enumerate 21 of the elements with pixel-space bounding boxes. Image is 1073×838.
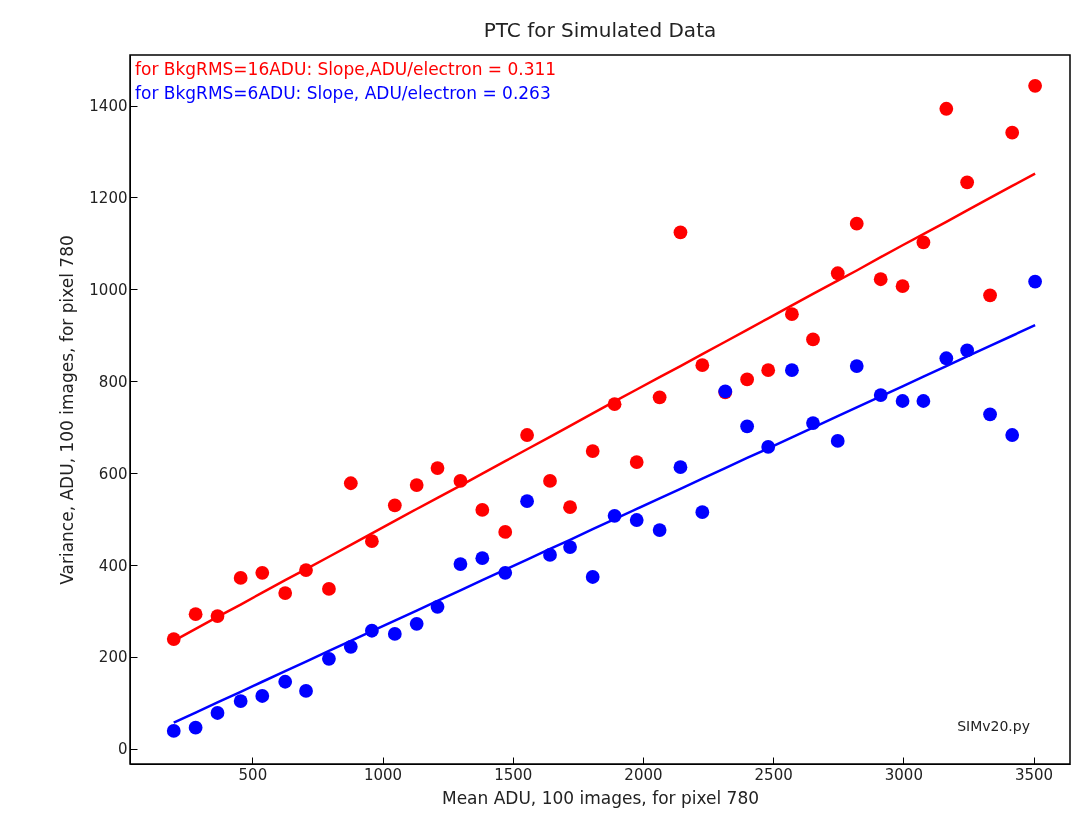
- x-axis-title: Mean ADU, 100 images, for pixel 780: [441, 787, 760, 808]
- y-tick-label: 1000: [89, 280, 128, 299]
- text: for BkgRMS=16ADU: Slope,ADU/electron = 0.311: [135, 58, 557, 79]
- y-axis-title: Variance, ADU, 100 images, for pixel 780: [57, 235, 78, 585]
- x-tick-label: 2000: [624, 765, 663, 784]
- annotation: SIMv20.py: [957, 718, 1030, 734]
- y-tick-label: 800: [98, 372, 128, 391]
- x-tick-label: 3000: [884, 765, 923, 784]
- x-tick-label: 1000: [363, 765, 403, 784]
- y-tick-label: 200: [98, 648, 128, 667]
- x-tick-label: 3500: [1014, 765, 1054, 784]
- y-tick-label: 400: [98, 556, 128, 575]
- y-tick-label: 1200: [89, 188, 128, 207]
- x-tick-label: 2500: [754, 765, 793, 784]
- x-tick-label: 1500: [494, 765, 533, 784]
- y-tick-label: 0: [117, 740, 128, 759]
- chart-title: PTC for Simulated Data: [483, 18, 717, 42]
- x-tick-label: 500: [238, 765, 268, 784]
- text: for BkgRMS=6ADU: Slope, ADU/electron = 0.263: [135, 82, 551, 103]
- y-tick-label: 600: [98, 464, 128, 483]
- y-tick-label: 1400: [89, 97, 128, 116]
